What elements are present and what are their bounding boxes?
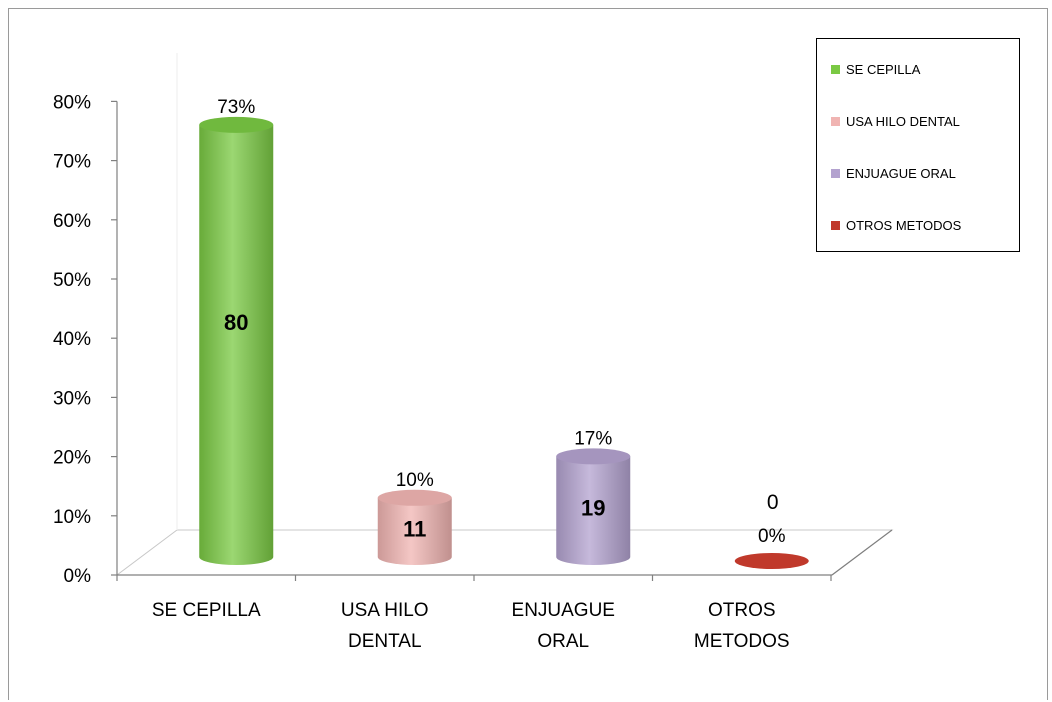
bar-top [199, 116, 274, 133]
count-data-label: 11 [403, 516, 426, 541]
bar-1 [199, 116, 274, 565]
percent-data-label: 73% [217, 97, 255, 118]
count-data-label: 80 [224, 310, 248, 335]
bar-body [556, 456, 631, 565]
legend-swatch [831, 168, 840, 178]
legend-label: ENJUAGUE ORAL [846, 165, 956, 181]
bar-4 [734, 553, 809, 569]
chart-legend: SE CEPILLA USA HILO DENTAL ENJUAGUE ORAL OT… [816, 38, 1020, 252]
y-tick-label: 20% [53, 448, 91, 469]
percent-data-label: 10% [396, 470, 434, 491]
legend-item: ENJUAGUE ORAL [831, 163, 956, 183]
bar-top [556, 448, 631, 465]
legend-item: SE CEPILLA [831, 59, 920, 79]
bar-3 [556, 448, 631, 565]
chart-labels: 73% 80 10% 11 17% 19 0% 0 [217, 97, 785, 547]
percent-data-label: 0% [758, 526, 786, 547]
count-data-label: 0 [767, 491, 779, 514]
chart-frame [8, 8, 1048, 700]
floor-right-edge [831, 529, 893, 576]
legend-swatch [831, 116, 840, 126]
y-tick-label: 40% [53, 329, 91, 350]
x-category-label: ENJUAGUE [512, 600, 615, 621]
bar-body [377, 497, 452, 565]
bar-body [199, 124, 274, 565]
count-data-label: 19 [581, 496, 605, 521]
x-category-label: METODOS [694, 631, 790, 652]
x-category-label: ORAL [537, 631, 589, 652]
legend-item: OTROS METODOS [831, 215, 961, 235]
legend-label: OTROS METODOS [846, 217, 962, 233]
bar-top [377, 489, 452, 506]
x-category-label: USA HILO [341, 600, 429, 621]
chart-bars [199, 116, 809, 569]
y-tick-label: 80% [53, 92, 91, 113]
legend-label: SE CEPILLA [846, 61, 921, 77]
legend-swatch [831, 220, 840, 230]
y-tick-label: 60% [53, 211, 91, 232]
y-tick-label: 70% [53, 152, 91, 173]
y-tick-label: 10% [53, 507, 91, 528]
chart-axes: 0% 10% 20% 30% 40% 50% 60% 70% 80% SE CEPILLA USA … [53, 92, 832, 652]
x-category-label: OTROS [708, 600, 776, 621]
x-category-label: SE CEPILLA [152, 600, 261, 621]
y-tick-label: 0% [64, 566, 92, 587]
bar-2 [377, 489, 452, 565]
y-tick-label: 50% [53, 270, 91, 291]
chart-floor [115, 53, 894, 576]
legend-swatch [831, 64, 840, 74]
x-category-label: DENTAL [348, 631, 422, 652]
legend-label: USA HILO DENTAL [846, 113, 960, 129]
legend-item: USA HILO DENTAL [831, 111, 960, 131]
bar-top [734, 553, 809, 569]
y-tick-label: 30% [53, 388, 91, 409]
percent-data-label: 17% [574, 428, 612, 449]
